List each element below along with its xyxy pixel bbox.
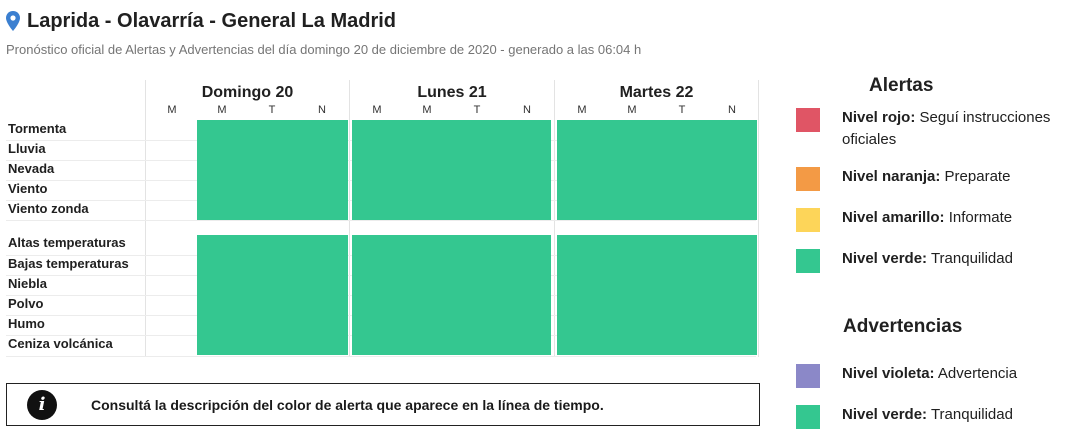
column-label: M <box>167 104 177 116</box>
timeline-cell[interactable] <box>352 295 551 315</box>
timeline-cell[interactable] <box>197 180 348 200</box>
row-label-lluvia: Lluvia <box>8 141 46 156</box>
grid-divider <box>145 80 146 357</box>
timeline-cell[interactable] <box>557 180 757 200</box>
timeline-cell[interactable] <box>557 295 757 315</box>
row-label-altas-temperaturas: Altas temperaturas <box>8 235 126 250</box>
timeline-cell[interactable] <box>197 160 348 180</box>
timeline-cell[interactable] <box>352 255 551 275</box>
yellow-level-swatch <box>796 208 820 232</box>
legend-item-nivel-verde-advertencia: Nivel verde: Tranquilidad <box>796 404 1066 429</box>
grid-divider <box>758 80 759 357</box>
timeline-cell[interactable] <box>352 315 551 335</box>
timeline-cell[interactable] <box>352 160 551 180</box>
info-icon: i <box>27 389 57 420</box>
violet-level-swatch <box>796 364 820 388</box>
timeline-cell[interactable] <box>352 120 551 140</box>
row-label-viento: Viento <box>8 181 48 196</box>
column-label: N <box>728 104 736 116</box>
timeline-cell[interactable] <box>197 200 348 220</box>
legend-item-nivel-naranja: Nivel naranja: Preparate <box>796 166 1066 191</box>
row-label-ceniza-volcanica: Ceniza volcánica <box>8 336 113 351</box>
title-row: Laprida - Olavarría - General La Madrid <box>6 8 396 34</box>
legend-level: Nivel rojo: <box>842 109 916 126</box>
timeline-cell[interactable] <box>197 140 348 160</box>
timeline-cell[interactable] <box>557 140 757 160</box>
row-label-niebla: Niebla <box>8 276 48 291</box>
row-divider <box>6 356 756 357</box>
timeline-cell[interactable] <box>557 275 757 295</box>
row-label-humo: Humo <box>8 316 45 331</box>
legend-level: Nivel naranja: <box>842 168 941 185</box>
legend-desc: Preparate <box>944 168 1011 185</box>
column-label: N <box>318 104 326 116</box>
page-title: Laprida - Olavarría - General La Madrid <box>27 9 397 32</box>
legend-item-nivel-rojo: Nivel rojo: Seguí instrucciones oficiale… <box>796 107 1066 151</box>
timeline-cell[interactable] <box>352 335 551 355</box>
column-label: T <box>268 104 276 116</box>
forecast-grid: Domingo 20 Lunes 21 Martes 22 M M T N M … <box>0 80 760 360</box>
orange-level-swatch <box>796 167 820 191</box>
grid-divider <box>349 80 350 357</box>
timeline-cell[interactable] <box>557 235 757 255</box>
legend-desc: Tranquilidad <box>930 250 1013 267</box>
location-pin-icon <box>6 11 20 31</box>
row-label-nevada: Nevada <box>8 161 55 176</box>
red-level-swatch <box>796 108 820 132</box>
row-divider <box>6 220 756 221</box>
timeline-cell[interactable] <box>557 255 757 275</box>
column-label: M <box>627 104 637 116</box>
timeline-cell[interactable] <box>197 235 348 255</box>
legend-desc: Tranquilidad <box>930 406 1013 423</box>
timeline-cell[interactable] <box>352 180 551 200</box>
timeline-info-text: Consultá la descripción del color de ale… <box>91 396 604 413</box>
legend-item-nivel-verde: Nivel verde: Tranquilidad <box>796 248 1066 273</box>
legend-desc: Advertencia <box>937 365 1018 382</box>
legend-item-nivel-violeta: Nivel violeta: Advertencia <box>796 363 1066 388</box>
timeline-cell[interactable] <box>557 335 757 355</box>
timeline-cell[interactable] <box>352 200 551 220</box>
legend-desc: Informate <box>948 209 1013 226</box>
timeline-cell[interactable] <box>557 315 757 335</box>
page-subtitle: Pronóstico oficial de Alertas y Adverten… <box>6 42 642 57</box>
row-label-bajas-temperaturas: Bajas temperaturas <box>8 256 129 271</box>
timeline-cell[interactable] <box>557 120 757 140</box>
column-label: M <box>217 104 227 116</box>
column-label: T <box>678 104 686 116</box>
timeline-cell[interactable] <box>197 120 348 140</box>
timeline-cell[interactable] <box>197 275 348 295</box>
legend-level: Nivel verde: <box>842 250 928 267</box>
column-label: M <box>577 104 587 116</box>
timeline-cell[interactable] <box>197 335 348 355</box>
warnings-legend-title: Advertencias <box>843 316 963 337</box>
row-label-tormenta: Tormenta <box>8 121 67 136</box>
day-header-martes: Martes 22 <box>619 84 694 101</box>
legend-level: Nivel violeta: <box>842 365 935 382</box>
legend-level: Nivel verde: <box>842 406 928 423</box>
green-level-swatch <box>796 405 820 429</box>
green-level-swatch <box>796 249 820 273</box>
legend-item-nivel-amarillo: Nivel amarillo: Informate <box>796 207 1066 232</box>
column-label: M <box>372 104 382 116</box>
legend-desc: Seguí instrucciones oficiales <box>842 109 1051 148</box>
day-header-lunes: Lunes 21 <box>417 84 487 101</box>
column-label: T <box>473 104 481 116</box>
timeline-cell[interactable] <box>352 235 551 255</box>
timeline-cell[interactable] <box>197 295 348 315</box>
timeline-cell[interactable] <box>352 275 551 295</box>
row-label-viento-zonda: Viento zonda <box>8 201 89 216</box>
timeline-cell[interactable] <box>197 255 348 275</box>
row-label-polvo: Polvo <box>8 296 44 311</box>
column-label: M <box>422 104 432 116</box>
timeline-info-box: i Consultá la descripción del color de a… <box>6 383 760 426</box>
timeline-cell[interactable] <box>557 160 757 180</box>
alerts-legend-title: Alertas <box>869 75 934 96</box>
grid-divider <box>554 80 555 357</box>
legend-level: Nivel amarillo: <box>842 209 945 226</box>
day-header-domingo: Domingo 20 <box>201 84 294 101</box>
column-label: N <box>523 104 531 116</box>
timeline-cell[interactable] <box>352 140 551 160</box>
timeline-cell[interactable] <box>197 315 348 335</box>
timeline-cell[interactable] <box>557 200 757 220</box>
